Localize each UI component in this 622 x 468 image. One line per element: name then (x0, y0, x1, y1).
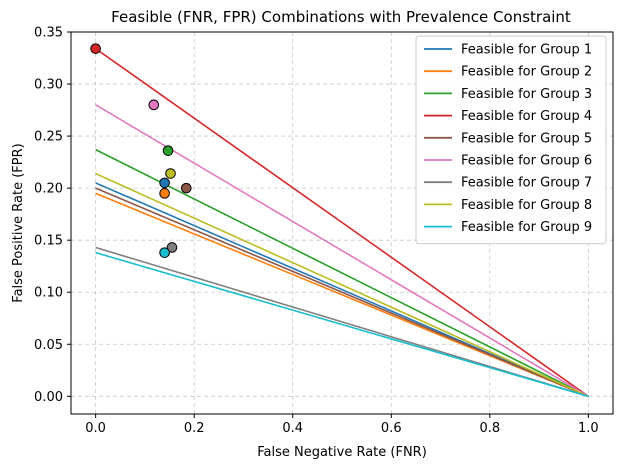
series-line-group-3 (95, 148, 589, 398)
data-point-group-2 (159, 188, 170, 199)
data-point-group-6 (148, 99, 160, 111)
legend-label: Feasible for Group 5 (461, 131, 592, 146)
series-line-group-4 (95, 48, 589, 397)
y-tick-label: 0.25 (34, 130, 63, 145)
data-point-group-4 (90, 43, 101, 54)
legend-box (415, 35, 607, 245)
data-point-group-5 (180, 182, 192, 194)
plot-frame (70, 31, 614, 415)
y-tick-label: 0.05 (34, 338, 63, 353)
y-tick-label: 0.15 (34, 234, 63, 249)
data-point-group-3 (162, 145, 174, 156)
series-line-group-9 (95, 251, 589, 398)
x-tick-label: 0.0 (85, 421, 106, 436)
y-tick-label: 0.30 (34, 78, 63, 93)
series-line-group-7 (95, 246, 589, 398)
legend-label: Feasible for Group 3 (461, 87, 592, 102)
legend: Feasible for Group 1 Feasible for Group 2… (415, 35, 607, 245)
legend-label: Feasible for Group 2 (461, 65, 592, 80)
legend-label: Feasible for Group 4 (461, 109, 592, 124)
points-layer (90, 43, 192, 258)
x-tick-label: 0.8 (479, 421, 500, 436)
data-point-group-7 (166, 242, 178, 253)
data-point-group-9 (159, 247, 170, 258)
y-tick-label: 0.00 (34, 390, 63, 405)
legend-label: Feasible for Group 1 (461, 43, 592, 58)
series-line-group-5 (95, 187, 589, 398)
series-layer (95, 48, 589, 398)
y-tick-label: 0.10 (34, 286, 63, 301)
x-axis-label: False Negative Rate (FNR) (257, 445, 427, 460)
x-tick-label: 0.4 (282, 421, 303, 436)
x-tick-label: 0.6 (381, 421, 402, 436)
data-point-group-8 (165, 168, 176, 179)
legend-label: Feasible for Group 6 (461, 154, 592, 169)
y-tick-label: 0.20 (34, 182, 63, 197)
legend-label: Feasible for Group 7 (461, 176, 592, 191)
y-axis-label: False Positive Rate (FPR) (11, 143, 26, 302)
legend-label: Feasible for Group 9 (461, 220, 592, 235)
series-line-group-8 (95, 172, 589, 398)
legend-label: Feasible for Group 8 (461, 198, 592, 213)
data-point-group-1 (159, 177, 170, 189)
chart-title: Feasible (FNR, FPR) Combinations with Pr… (111, 8, 571, 26)
x-tick-label: 0.2 (184, 421, 205, 436)
series-line-group-6 (95, 104, 589, 397)
x-tick-label: 1.0 (578, 421, 599, 436)
ticks-layer: 0.0 0.2 0.4 0.6 0.8 1.0 0.00 0.05 0.10 0.15 0.20 0.… (34, 26, 599, 437)
y-tick-label: 0.35 (34, 26, 63, 41)
